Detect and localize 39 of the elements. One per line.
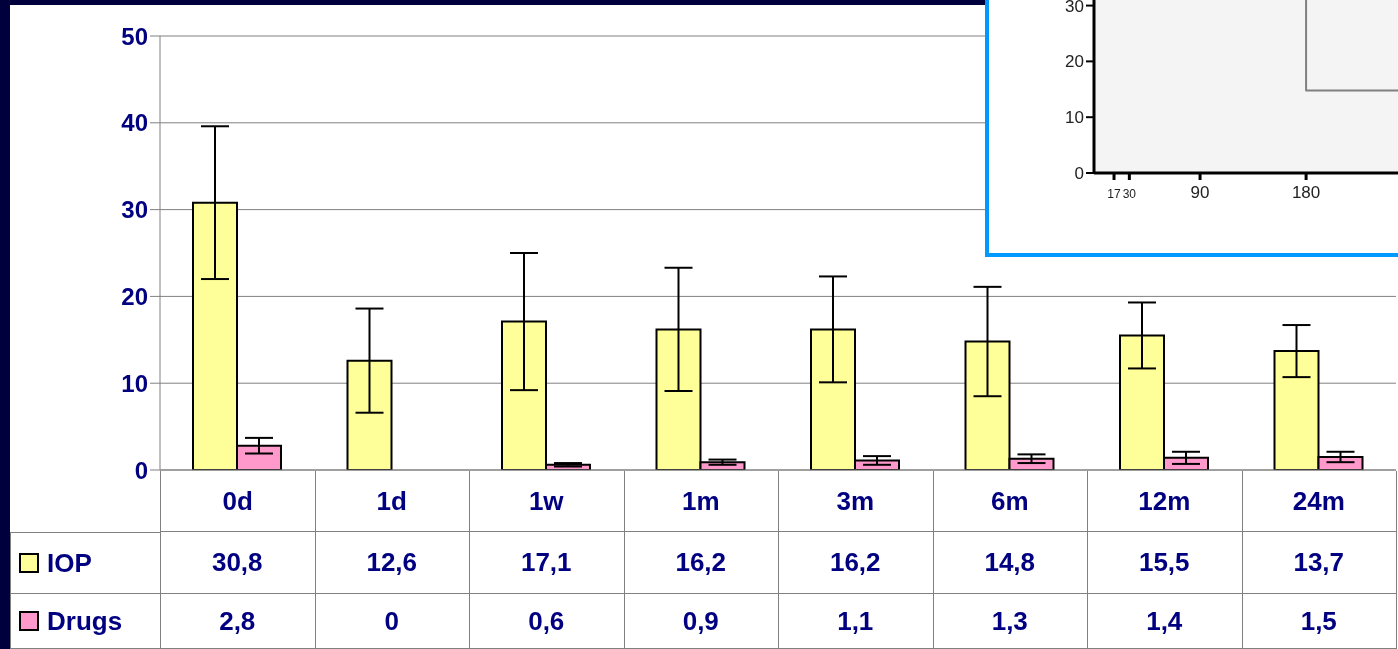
y-tick-label: 20 (121, 282, 148, 310)
x-tick-label: 24m (1241, 471, 1397, 532)
x-tick-label: 90 (1190, 183, 1210, 202)
x-tick-label: 1d (314, 471, 470, 532)
data-label: 13,7 (1241, 532, 1397, 594)
x-tick-label: 6m (932, 471, 1088, 532)
x-tick-label: 3m (778, 471, 934, 532)
data-label: 16,2 (778, 532, 934, 594)
y-tick-label: 40 (121, 109, 148, 137)
y-tick-label: 10 (1065, 108, 1084, 128)
y-tick-label: 10 (121, 369, 148, 397)
x-tick-label: 0d (160, 471, 316, 532)
y-tick-label: 0 (1074, 164, 1084, 184)
data-label: 2,8 (160, 594, 316, 649)
legend-label: IOP (47, 547, 92, 579)
data-label: 15,5 (1087, 532, 1243, 594)
data-label: 0,9 (623, 594, 779, 649)
x-tick-label: 1w (469, 471, 625, 532)
y-tick-label: 30 (1065, 0, 1084, 16)
x-tick-label: 12m (1087, 471, 1243, 532)
y-tick-label: 20 (1065, 52, 1084, 72)
data-label: 16,2 (623, 532, 779, 594)
x-tick-label: 1m (623, 471, 779, 532)
x-tick-label: 30 (1122, 187, 1137, 201)
data-label: 30,8 (160, 532, 316, 594)
x-tick-label: 180 (1291, 183, 1321, 202)
y-tick-label: 50 (121, 22, 148, 50)
data-label: 0,6 (469, 594, 625, 649)
data-label: 1,1 (778, 594, 934, 649)
data-label: 0 (314, 594, 470, 649)
data-label: 17,1 (469, 532, 625, 594)
y-tick-label: 0 (134, 456, 148, 484)
legend-label: Drugs (47, 605, 123, 637)
data-label: 1,3 (932, 594, 1088, 649)
data-label: 1,4 (1087, 594, 1243, 649)
data-label: 1,5 (1241, 594, 1397, 649)
data-label: 12,6 (314, 532, 470, 594)
x-tick-label: 17 (1107, 187, 1122, 201)
data-label: 14,8 (932, 532, 1088, 594)
